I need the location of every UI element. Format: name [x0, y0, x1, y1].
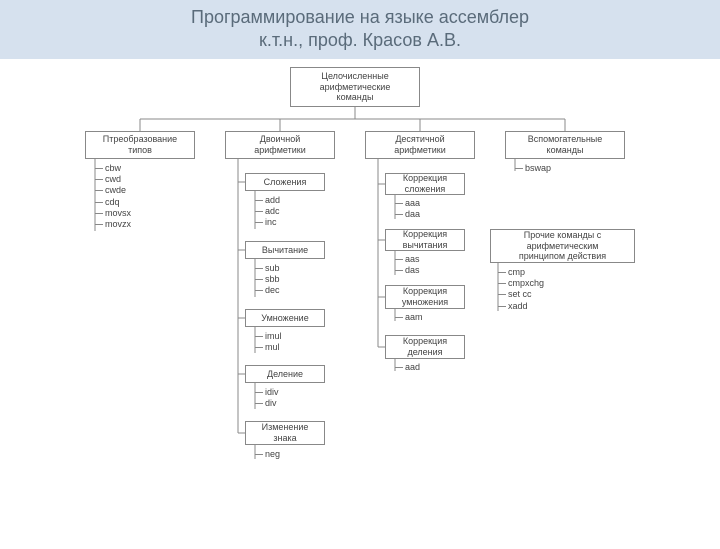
subgroup-cmds-1-0: addadcinc	[255, 195, 280, 229]
subgroup-cmds-1-4: neg	[255, 449, 280, 460]
header-line1: Программирование на языке ассемблер	[0, 6, 720, 29]
cmd-item: aas	[395, 254, 420, 265]
branch-box-3: Вспомогательные команды	[505, 131, 625, 159]
subgroup-cmds-1-3: idivdiv	[255, 387, 279, 410]
other-box: Прочие команды с арифметическим принципо…	[490, 229, 635, 263]
cmd-item: dec	[255, 285, 280, 296]
subgroup-cmds-2-2: aam	[395, 312, 423, 323]
cmd-item: cdq	[95, 197, 131, 208]
subgroup-box-2-2: Коррекция умножения	[385, 285, 465, 309]
subgroup-box-1-4: Изменение знака	[245, 421, 325, 445]
other-cmds: cmpcmpxchgset ccxadd	[498, 267, 544, 312]
page-header: Программирование на языке ассемблер к.т.…	[0, 0, 720, 59]
branch-box-1: Двоичной арифметики	[225, 131, 335, 159]
cmd-item: daa	[395, 209, 420, 220]
cmd-item: cmp	[498, 267, 544, 278]
cmd-item: aam	[395, 312, 423, 323]
branch-box-2: Десятичной арифметики	[365, 131, 475, 159]
cmd-item: add	[255, 195, 280, 206]
cmd-item: xadd	[498, 301, 544, 312]
branch-cmds-0: cbwcwdcwdecdqmovsxmovzx	[95, 163, 131, 231]
cmd-item: set cc	[498, 289, 544, 300]
cmd-item: movsx	[95, 208, 131, 219]
diagram-canvas: Целочисленные арифметические команды Птре…	[0, 59, 720, 549]
subgroup-cmds-1-2: imulmul	[255, 331, 282, 354]
cmd-item: aad	[395, 362, 420, 373]
subgroup-cmds-2-3: aad	[395, 362, 420, 373]
subgroup-cmds-2-0: aaadaa	[395, 198, 420, 221]
cmd-item: aaa	[395, 198, 420, 209]
subgroup-box-2-3: Коррекция деления	[385, 335, 465, 359]
root-box: Целочисленные арифметические команды	[290, 67, 420, 107]
cmd-item: das	[395, 265, 420, 276]
cmd-item: inc	[255, 217, 280, 228]
cmd-item: adc	[255, 206, 280, 217]
cmd-item: cmpxchg	[498, 278, 544, 289]
cmd-item: idiv	[255, 387, 279, 398]
subgroup-box-1-2: Умножение	[245, 309, 325, 327]
cmd-item: sub	[255, 263, 280, 274]
subgroup-box-1-0: Сложения	[245, 173, 325, 191]
subgroup-box-1-3: Деление	[245, 365, 325, 383]
cmd-item: mul	[255, 342, 282, 353]
branch-box-0: Птреобразование типов	[85, 131, 195, 159]
cmd-item: bswap	[515, 163, 551, 174]
cmd-item: cwd	[95, 174, 131, 185]
subgroup-box-2-1: Коррекция вычитания	[385, 229, 465, 251]
subgroup-box-2-0: Коррекция сложения	[385, 173, 465, 195]
cmd-item: imul	[255, 331, 282, 342]
subgroup-box-1-1: Вычитание	[245, 241, 325, 259]
cmd-item: neg	[255, 449, 280, 460]
cmd-item: cwde	[95, 185, 131, 196]
cmd-item: movzx	[95, 219, 131, 230]
header-line2: к.т.н., проф. Красов А.В.	[0, 29, 720, 52]
cmd-item: cbw	[95, 163, 131, 174]
branch-cmds-3: bswap	[515, 163, 551, 174]
subgroup-cmds-1-1: subsbbdec	[255, 263, 280, 297]
cmd-item: sbb	[255, 274, 280, 285]
cmd-item: div	[255, 398, 279, 409]
subgroup-cmds-2-1: aasdas	[395, 254, 420, 277]
